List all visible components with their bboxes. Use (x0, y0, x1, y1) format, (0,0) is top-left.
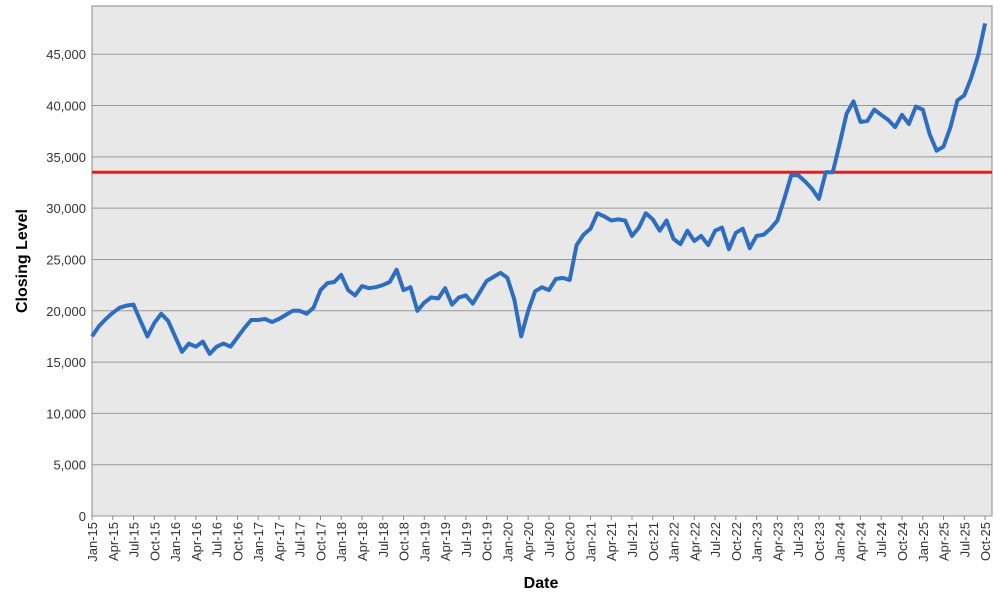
x-tick-label: Jan-21 (583, 522, 598, 562)
x-tick-label: Jan-23 (750, 522, 765, 562)
x-tick-label: Jan-15 (85, 522, 100, 562)
x-tick-label: Oct-23 (812, 522, 827, 561)
x-tick-label: Apr-24 (853, 522, 868, 561)
y-tick-label: 5,000 (53, 458, 86, 473)
x-tick-label: Jul-15 (127, 522, 142, 557)
x-tick-label: Jan-19 (417, 522, 432, 562)
x-tick-label: Jan-22 (667, 522, 682, 562)
x-tick-label: Oct-22 (729, 522, 744, 561)
x-tick-label: Jul-25 (957, 522, 972, 557)
y-tick-label: 0 (79, 509, 86, 524)
x-tick-label: Jan-18 (334, 522, 349, 562)
x-tick-label: Jul-18 (376, 522, 391, 557)
x-tick-label: Apr-18 (355, 522, 370, 561)
x-tick-label: Apr-15 (106, 522, 121, 561)
y-tick-label: 10,000 (46, 406, 86, 421)
x-tick-label: Apr-22 (687, 522, 702, 561)
x-tick-label: Oct-24 (895, 522, 910, 561)
plot-area (91, 5, 993, 517)
x-tick-label: Jul-17 (293, 522, 308, 557)
x-tick-label: Apr-20 (521, 522, 536, 561)
x-tick-label: Jan-20 (500, 522, 515, 562)
x-tick-label: Jul-16 (210, 522, 225, 557)
x-tick-label: Jan-16 (168, 522, 183, 562)
x-tick-label: Oct-20 (563, 522, 578, 561)
y-axis-label: Closing Level (14, 209, 31, 313)
x-axis-label: Date (524, 575, 559, 592)
x-tick-label: Jul-19 (459, 522, 474, 557)
x-tick-label: Jan-17 (251, 522, 266, 562)
y-tick-label: 15,000 (46, 355, 86, 370)
x-tick-label: Jan-24 (833, 522, 848, 562)
x-tick-label: Oct-19 (480, 522, 495, 561)
x-tick-label: Apr-17 (272, 522, 287, 561)
x-tick-label: Oct-15 (147, 522, 162, 561)
x-tick-label: Jan-25 (916, 522, 931, 562)
x-tick-label: Jul-20 (542, 522, 557, 557)
y-tick-label: 30,000 (46, 201, 86, 216)
x-tick-label: Oct-18 (397, 522, 412, 561)
x-tick-label: Apr-23 (770, 522, 785, 561)
x-tick-label: Jul-22 (708, 522, 723, 557)
x-tick-label: Oct-16 (230, 522, 245, 561)
x-tick-label: Oct-25 (978, 522, 993, 561)
y-tick-label: 45,000 (46, 47, 86, 62)
x-tick-label: Jul-24 (874, 522, 889, 557)
x-tick-label: Jul-23 (791, 522, 806, 557)
x-tick-label: Apr-25 (937, 522, 952, 561)
x-tick-label: Jul-21 (625, 522, 640, 557)
y-tick-label: 35,000 (46, 150, 86, 165)
x-tick-label: Oct-21 (646, 522, 661, 561)
data-line (90, 22, 988, 356)
x-tick-label: Apr-21 (604, 522, 619, 561)
y-tick-label: 25,000 (46, 252, 86, 267)
x-tick-label: Apr-16 (189, 522, 204, 561)
y-tick-label: 40,000 (46, 99, 86, 114)
y-tick-label: 20,000 (46, 304, 86, 319)
x-tick-label: Oct-17 (313, 522, 328, 561)
x-tick-label: Apr-19 (438, 522, 453, 561)
